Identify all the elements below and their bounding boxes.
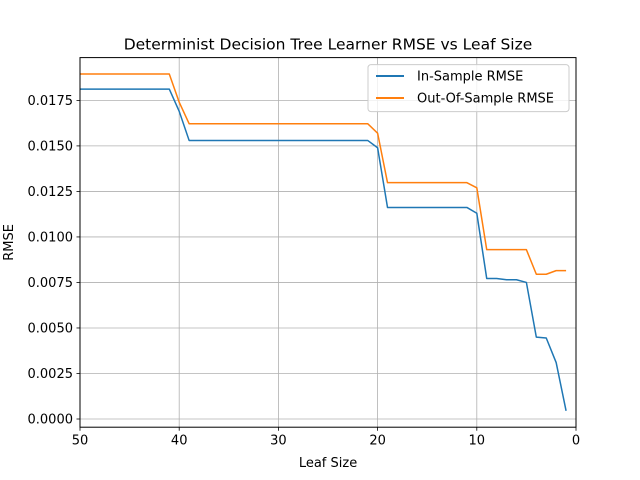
chart-title: Determinist Decision Tree Learner RMSE v… [124,36,533,54]
x-tick-label: 10 [469,434,486,449]
x-tick-label: 50 [72,434,89,449]
x-tick-label: 40 [171,434,188,449]
y-tick-label: 0.0150 [28,139,74,154]
y-tick-label: 0.0075 [28,276,74,291]
series-line-in-sample [80,88,567,411]
y-tick-label: 0.0100 [28,230,74,245]
series-lines [80,73,567,411]
x-tick-label: 20 [369,434,386,449]
legend-label-out-of-sample: Out-Of-Sample RMSE [417,92,554,107]
legend: In-Sample RMSE Out-Of-Sample RMSE [367,64,570,113]
y-axis-label: RMSE [2,224,17,261]
y-tick-label: 0.0025 [28,367,74,382]
axis-ticks: 50 40 30 20 10 0 0.0000 0.0025 0.0050 0.0075 0.010… [28,94,581,449]
legend-label-in-sample: In-Sample RMSE [417,70,523,85]
x-tick-label: 0 [572,434,580,449]
y-tick-label: 0.0000 [28,413,74,428]
series-line-out-of-sample [80,73,567,276]
legend-box [367,64,570,113]
x-axis-label: Leaf Size [299,456,357,471]
y-tick-label: 0.0175 [28,94,74,109]
grid [79,57,577,428]
y-tick-label: 0.0125 [28,185,74,200]
plot-frame [79,57,577,428]
y-tick-label: 0.0050 [28,321,74,336]
x-tick-label: 30 [270,434,287,449]
